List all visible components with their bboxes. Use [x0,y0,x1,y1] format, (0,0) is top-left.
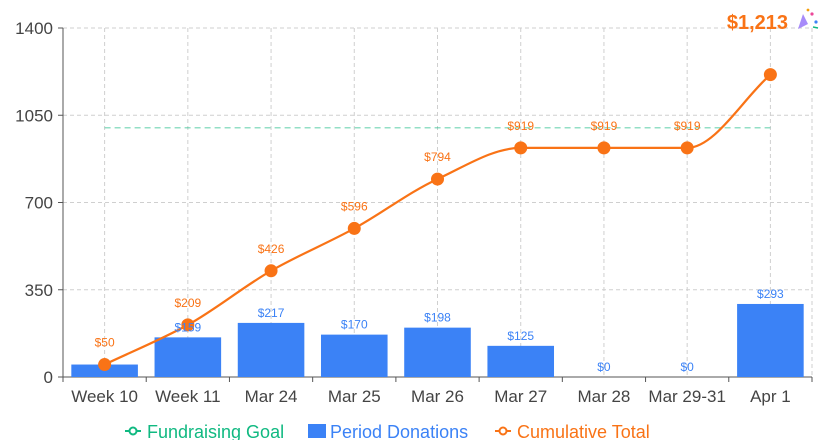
x-tick-label: Apr 1 [750,387,791,406]
confetti-dot [810,12,814,16]
cumulative-value-label: $919 [591,119,618,133]
x-tick-label: Week 10 [71,387,138,406]
cumulative-point [763,68,777,82]
cumulative-point [597,141,611,155]
x-tick-label: Mar 29-31 [648,387,725,406]
data-labels: $159 $217 $170 $198 $125 $0 $0 $293 $50 $209 $426 $… [95,119,784,374]
bar [487,345,555,377]
cumulative-point [181,318,195,332]
x-tick-label: Mar 25 [328,387,381,406]
total-annotation: $1,213 [727,8,819,34]
legend-label: Period Donations [330,422,468,440]
bar-value-label: $125 [507,329,534,343]
bar-value-label: $170 [341,318,368,332]
cumulative-value-label: $794 [424,150,451,164]
bar-layer [71,303,804,377]
x-tick-label: Mar 28 [577,387,630,406]
confetti-dot [806,8,810,12]
bar-value-label: $217 [258,306,285,320]
y-tick-label: 1400 [15,19,53,38]
cumulative-line-layer [98,68,777,372]
cumulative-point [514,141,528,155]
legend: Fundraising Goal Period Donations Cumulati… [125,422,650,442]
x-tick-label: Mar 26 [411,387,464,406]
bar [237,322,305,377]
bar [404,327,471,377]
cumulative-point [680,141,694,155]
legend-item: Period Donations [308,422,468,442]
total-amount: $1,213 [727,12,788,34]
cumulative-value-label: $426 [258,242,285,256]
legend-label: Fundraising Goal [147,422,284,440]
bar-value-label: $0 [680,360,694,374]
bar [737,303,804,377]
y-tick-label: 0 [44,368,53,387]
cumulative-value-label: $209 [174,296,201,310]
bar [320,334,388,377]
legend-item: Fundraising Goal [125,422,284,442]
cumulative-point [98,358,112,372]
legend-swatch [308,424,326,438]
confetti-dot [814,20,818,24]
cumulative-value-label: $919 [507,119,534,133]
y-tick-label: 350 [25,281,53,300]
party-popper-icon [798,8,819,29]
legend-marker [498,426,508,436]
cumulative-point [347,221,361,235]
cumulative-value-label: $596 [341,199,368,213]
y-tick-label: 1050 [15,106,53,125]
x-tick-label: Mar 24 [245,387,298,406]
cumulative-value-label: $919 [674,119,701,133]
popper-cone [798,14,808,29]
bar [154,337,222,377]
confetti-streak [812,26,819,29]
cumulative-point [264,264,278,278]
bar-value-label: $198 [424,311,451,325]
legend-item: Cumulative Total [495,422,650,442]
bar-value-label: $0 [597,360,611,374]
legend-label: Cumulative Total [517,422,650,440]
legend-marker [128,426,138,436]
x-tick-label: Week 11 [155,387,221,406]
cumulative-value-label: $50 [95,336,115,350]
y-tick-label: 700 [25,194,53,213]
x-tick-label: Mar 27 [494,387,547,406]
bar-value-label: $159 [174,320,201,334]
bar-value-label: $293 [757,287,784,301]
cumulative-point [431,172,444,186]
